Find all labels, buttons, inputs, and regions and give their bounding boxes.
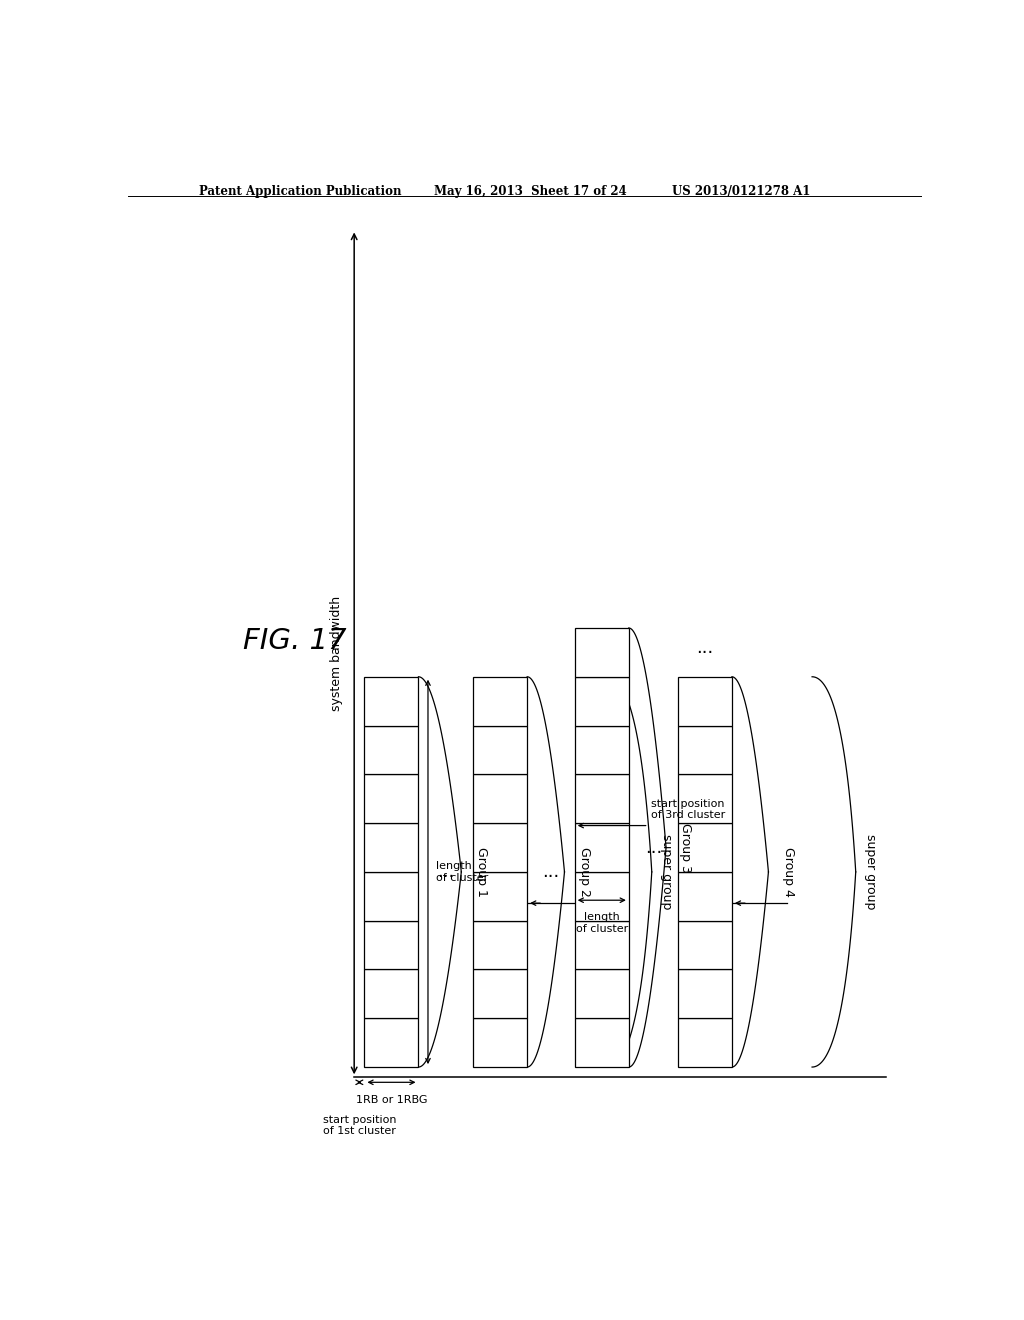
FancyBboxPatch shape bbox=[365, 969, 419, 1018]
Text: ...: ... bbox=[437, 863, 455, 880]
FancyBboxPatch shape bbox=[574, 824, 629, 873]
FancyBboxPatch shape bbox=[473, 1018, 527, 1067]
Text: Group 3: Group 3 bbox=[679, 822, 692, 873]
FancyBboxPatch shape bbox=[365, 921, 419, 969]
FancyBboxPatch shape bbox=[473, 969, 527, 1018]
Text: start position
of 1st cluster: start position of 1st cluster bbox=[323, 1115, 396, 1137]
FancyBboxPatch shape bbox=[365, 1018, 419, 1067]
FancyBboxPatch shape bbox=[365, 775, 419, 824]
FancyBboxPatch shape bbox=[365, 677, 419, 726]
FancyBboxPatch shape bbox=[678, 969, 732, 1018]
FancyBboxPatch shape bbox=[678, 775, 732, 824]
Text: Group 4: Group 4 bbox=[781, 847, 795, 896]
FancyBboxPatch shape bbox=[473, 921, 527, 969]
FancyBboxPatch shape bbox=[574, 969, 629, 1018]
Text: ...: ... bbox=[696, 639, 714, 657]
FancyBboxPatch shape bbox=[678, 873, 732, 921]
FancyBboxPatch shape bbox=[678, 677, 732, 726]
FancyBboxPatch shape bbox=[473, 726, 527, 775]
FancyBboxPatch shape bbox=[473, 824, 527, 873]
FancyBboxPatch shape bbox=[473, 677, 527, 726]
Text: May 16, 2013  Sheet 17 of 24: May 16, 2013 Sheet 17 of 24 bbox=[433, 185, 627, 198]
FancyBboxPatch shape bbox=[574, 726, 629, 775]
FancyBboxPatch shape bbox=[574, 1018, 629, 1067]
Text: US 2013/0121278 A1: US 2013/0121278 A1 bbox=[672, 185, 810, 198]
Text: Group 1: Group 1 bbox=[475, 847, 487, 896]
Text: system bandwidth: system bandwidth bbox=[330, 595, 343, 711]
FancyBboxPatch shape bbox=[678, 726, 732, 775]
FancyBboxPatch shape bbox=[574, 873, 629, 921]
FancyBboxPatch shape bbox=[365, 726, 419, 775]
Text: FIG. 17: FIG. 17 bbox=[243, 627, 346, 655]
Text: length
of cluster: length of cluster bbox=[575, 912, 628, 935]
FancyBboxPatch shape bbox=[473, 775, 527, 824]
Text: start position
of 3rd cluster: start position of 3rd cluster bbox=[651, 799, 725, 821]
FancyBboxPatch shape bbox=[574, 677, 629, 726]
FancyBboxPatch shape bbox=[678, 824, 732, 873]
Text: ...: ... bbox=[645, 838, 662, 857]
Text: super group: super group bbox=[863, 834, 877, 909]
FancyBboxPatch shape bbox=[365, 873, 419, 921]
Text: length
of cluster: length of cluster bbox=[436, 861, 488, 883]
Text: Patent Application Publication: Patent Application Publication bbox=[200, 185, 402, 198]
Text: ...: ... bbox=[543, 863, 559, 880]
FancyBboxPatch shape bbox=[473, 873, 527, 921]
FancyBboxPatch shape bbox=[678, 1018, 732, 1067]
FancyBboxPatch shape bbox=[678, 921, 732, 969]
Text: 1RB or 1RBG: 1RB or 1RBG bbox=[355, 1094, 427, 1105]
Text: super group: super group bbox=[659, 834, 673, 909]
Text: Group 2: Group 2 bbox=[578, 847, 591, 896]
FancyBboxPatch shape bbox=[574, 628, 629, 677]
FancyBboxPatch shape bbox=[365, 824, 419, 873]
FancyBboxPatch shape bbox=[574, 775, 629, 824]
FancyBboxPatch shape bbox=[574, 921, 629, 969]
